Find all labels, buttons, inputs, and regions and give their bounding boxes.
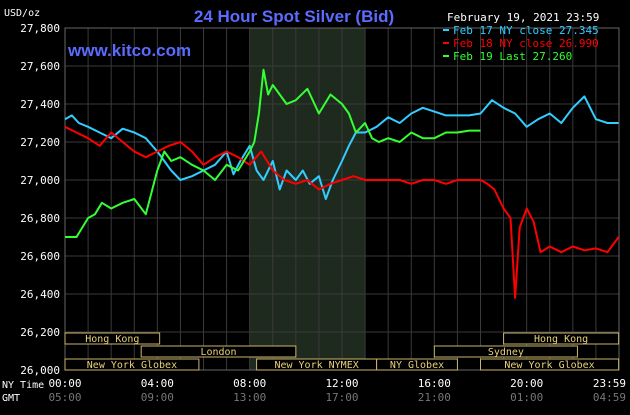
legend-label: Feb 18 NY close 26.990 (453, 37, 599, 50)
session-label: Sydney (488, 347, 524, 358)
y-axis-unit-label: USD/oz (4, 8, 40, 19)
x-tick-label-ny: 20:00 (510, 377, 543, 390)
x-tick-label-ny: 12:00 (325, 377, 358, 390)
y-tick-label: 26,800 (20, 212, 60, 225)
series-line-1 (64, 95, 619, 200)
y-tick-label: 27,200 (20, 136, 60, 149)
y-tick-label: 26,000 (20, 364, 60, 377)
x-tick-label-ny: 04:00 (141, 377, 174, 390)
session-label: NY Globex (390, 360, 444, 371)
y-tick-label: 27,600 (20, 60, 60, 73)
legend-label: Feb 19 Last 27.260 (453, 50, 572, 63)
session-bar (376, 358, 458, 371)
site-label: www.kitco.com (67, 41, 191, 60)
legend-label: Feb 17 NY close 27.345 (453, 24, 599, 37)
x-tick-label-gmt: 01:00 (510, 391, 543, 404)
gmt-axis-label: GMT (2, 393, 20, 404)
x-tick-label-gmt: 17:00 (325, 391, 358, 404)
session-bar (64, 332, 161, 345)
x-tick-label-ny: 23:59 (593, 377, 626, 390)
x-tick-label-ny: 08:00 (233, 377, 266, 390)
x-tick-label-ny: 16:00 (418, 377, 451, 390)
y-tick-label: 27,000 (20, 174, 60, 187)
session-bar (433, 345, 578, 358)
ny-time-axis-label: NY Time (2, 380, 44, 391)
legend-swatch (443, 42, 449, 44)
session-label: New York NYMEX (274, 360, 358, 371)
chart-title: 24 Hour Spot Silver (Bid) (194, 7, 394, 26)
legend-swatch (443, 29, 449, 31)
session-bar (140, 345, 297, 358)
series-line-3 (65, 68, 481, 238)
x-tick-label-gmt: 13:00 (233, 391, 266, 404)
timestamp-label: February 19, 2021 23:59 (447, 11, 599, 24)
series-line-2 (64, 125, 620, 299)
shaded-session-region (249, 28, 366, 370)
session-bar (503, 332, 620, 345)
y-tick-label: 26,400 (20, 288, 60, 301)
session-label: Hong Kong (85, 334, 139, 345)
y-tick-label: 26,600 (20, 250, 60, 263)
y-tick-label: 26,200 (20, 326, 60, 339)
x-tick-label-ny: 00:00 (48, 377, 81, 390)
session-label: New York Globex (504, 360, 594, 371)
session-label: Hong Kong (534, 334, 588, 345)
x-tick-label-gmt: 04:59 (593, 391, 626, 404)
y-tick-label: 27,800 (20, 22, 60, 35)
x-tick-label-gmt: 21:00 (418, 391, 451, 404)
session-bar (64, 358, 200, 371)
session-label: London (200, 347, 236, 358)
x-tick-label-gmt: 09:00 (141, 391, 174, 404)
y-tick-label: 27,400 (20, 98, 60, 111)
legend-swatch (443, 55, 449, 57)
x-tick-label-gmt: 05:00 (48, 391, 81, 404)
session-bar (480, 358, 620, 371)
session-label: New York Globex (87, 360, 177, 371)
